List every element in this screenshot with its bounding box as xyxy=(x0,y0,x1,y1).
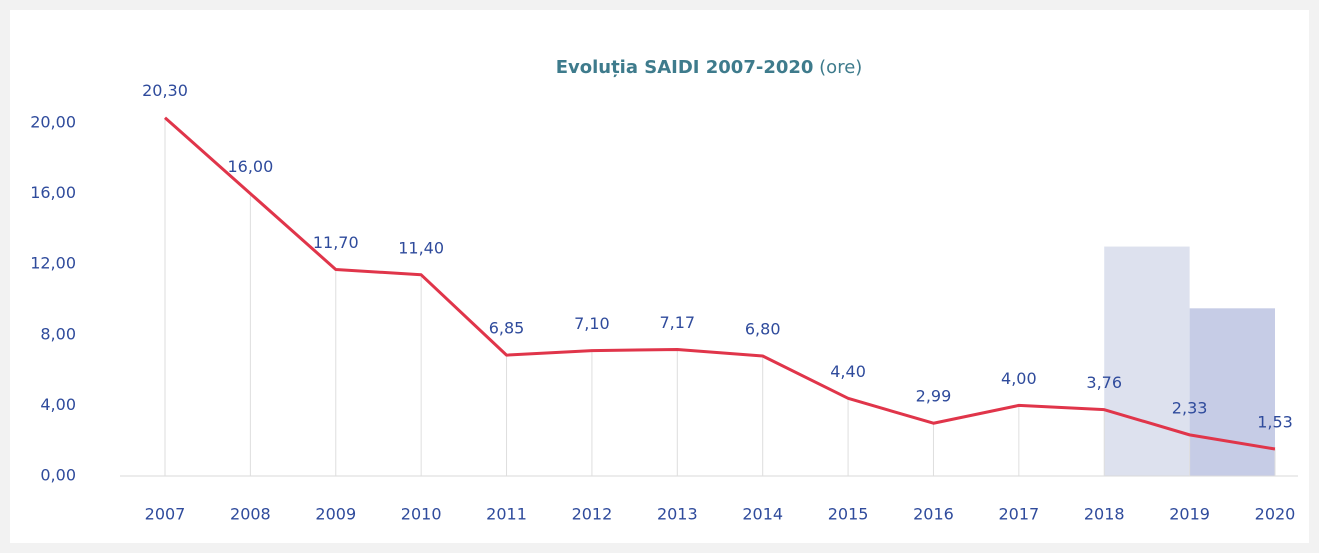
data-label: 2,99 xyxy=(916,387,952,406)
x-tick-label: 2013 xyxy=(657,505,698,524)
shaded-band xyxy=(1104,246,1190,476)
chart-title: Evoluția SAIDI 2007-2020 (ore) xyxy=(556,57,863,78)
data-label: 6,85 xyxy=(489,319,525,338)
data-label: 20,30 xyxy=(142,81,188,100)
x-tick-label: 2010 xyxy=(401,505,442,524)
x-tick-label: 2007 xyxy=(145,505,186,524)
x-tick-label: 2012 xyxy=(572,505,613,524)
data-label: 1,53 xyxy=(1257,412,1293,431)
data-label: 4,00 xyxy=(1001,369,1037,388)
data-label: 16,00 xyxy=(227,157,273,176)
x-tick-label: 2008 xyxy=(230,505,271,524)
y-tick-label: 20,00 xyxy=(30,113,76,132)
title-main: Evoluția SAIDI 2007-2020 xyxy=(556,57,814,78)
x-tick-label: 2020 xyxy=(1255,505,1296,524)
x-tick-label: 2017 xyxy=(998,505,1039,524)
y-tick-label: 4,00 xyxy=(40,395,76,414)
title-unit: (ore) xyxy=(819,57,862,78)
data-label: 2,33 xyxy=(1172,398,1208,417)
x-tick-label: 2009 xyxy=(315,505,356,524)
data-label: 7,10 xyxy=(574,314,610,333)
x-tick-label: 2019 xyxy=(1169,505,1210,524)
x-tick-label: 2011 xyxy=(486,505,527,524)
x-tick-label: 2014 xyxy=(742,505,783,524)
y-tick-label: 12,00 xyxy=(30,254,76,273)
data-label: 3,76 xyxy=(1086,373,1122,392)
x-tick-label: 2018 xyxy=(1084,505,1125,524)
line-series xyxy=(164,116,1276,451)
data-label: 7,17 xyxy=(659,313,695,332)
y-tick-label: 16,00 xyxy=(30,183,76,202)
x-tick-label: 2016 xyxy=(913,505,954,524)
data-label: 6,80 xyxy=(745,319,781,338)
shaded-band xyxy=(1189,308,1275,476)
data-label: 4,40 xyxy=(830,362,866,381)
data-label: 11,70 xyxy=(313,233,359,252)
chart-panel xyxy=(10,10,1309,543)
data-label: 11,40 xyxy=(398,238,444,257)
y-tick-label: 8,00 xyxy=(40,324,76,343)
x-tick-label: 2015 xyxy=(828,505,869,524)
y-tick-label: 0,00 xyxy=(40,466,76,485)
